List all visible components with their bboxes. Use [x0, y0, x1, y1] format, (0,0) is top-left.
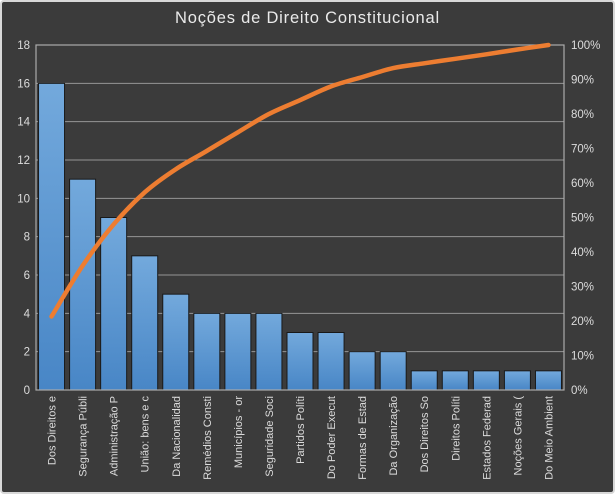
bar: [224, 312, 252, 391]
right-axis-tick-label: 90%: [571, 75, 594, 87]
right-axis-tick-label: 60%: [571, 178, 594, 190]
right-axis-tick-label: 70%: [571, 144, 594, 156]
left-axis-tick-label: 18: [17, 40, 30, 52]
left-axis-tick-label: 0: [24, 385, 30, 397]
bar: [162, 293, 190, 391]
right-axis-tick-label: 30%: [571, 282, 594, 294]
bar: [534, 370, 562, 391]
category-label: Remédios Consti: [202, 396, 214, 480]
bar: [131, 255, 159, 391]
category-label: Administração P: [109, 396, 121, 476]
bar: [100, 217, 128, 391]
category-label: Partidos Políti: [295, 396, 307, 464]
right-axis-tick-label: 80%: [571, 109, 594, 121]
bar: [286, 332, 314, 391]
chart-title: Noções de Direito Constitucional: [175, 9, 440, 27]
left-axis-tick-label: 10: [17, 193, 30, 205]
bar: [472, 370, 500, 391]
left-axis-tick-label: 2: [24, 347, 30, 359]
plot-border: [35, 44, 565, 391]
left-axis-tick-label: 14: [17, 117, 30, 129]
category-label: Da Nacionalidad: [171, 396, 183, 477]
bar: [503, 370, 531, 391]
bar: [379, 351, 407, 391]
right-axis-tick-label: 0%: [571, 385, 588, 397]
bar: [255, 312, 283, 391]
category-label: Dos Direitos e: [47, 396, 59, 465]
cumulative-line: [49, 42, 551, 319]
bar: [69, 178, 97, 391]
category-label: Do Meio Ambient: [544, 396, 556, 480]
category-label: Dos Direitos So: [419, 396, 431, 472]
right-axis-tick-label: 20%: [571, 316, 594, 328]
bar: [193, 312, 221, 391]
left-axis-tick-label: 12: [17, 155, 30, 167]
left-axis-tick-label: 4: [24, 308, 31, 320]
category-label: Da Organização: [388, 396, 400, 476]
bar: [441, 370, 469, 391]
left-axis-tick-label: 16: [17, 78, 30, 90]
category-label: Formas de Estad: [357, 396, 369, 480]
category-label: Direitos Políti: [450, 396, 462, 461]
right-axis-tick-label: 100%: [571, 40, 600, 52]
bar: [410, 370, 438, 391]
right-axis-tick-label: 50%: [571, 213, 594, 225]
bar: [317, 332, 345, 391]
category-label: Segurança Públi: [78, 396, 90, 477]
bar: [38, 82, 66, 391]
category-label: Do Poder Execut: [326, 396, 338, 479]
category-label: União: bens e c: [140, 396, 152, 473]
category-label: Seguridade Soci: [264, 396, 276, 477]
bar: [348, 351, 376, 391]
category-label: Noções Gerais (: [512, 396, 524, 476]
left-axis-tick-label: 8: [24, 232, 30, 244]
category-label: Municípios - or: [233, 396, 245, 468]
right-axis-tick-label: 10%: [571, 351, 594, 363]
right-axis-tick-label: 40%: [571, 247, 594, 259]
left-axis-tick-label: 6: [24, 270, 30, 282]
category-label: Estados Federad: [481, 396, 493, 480]
